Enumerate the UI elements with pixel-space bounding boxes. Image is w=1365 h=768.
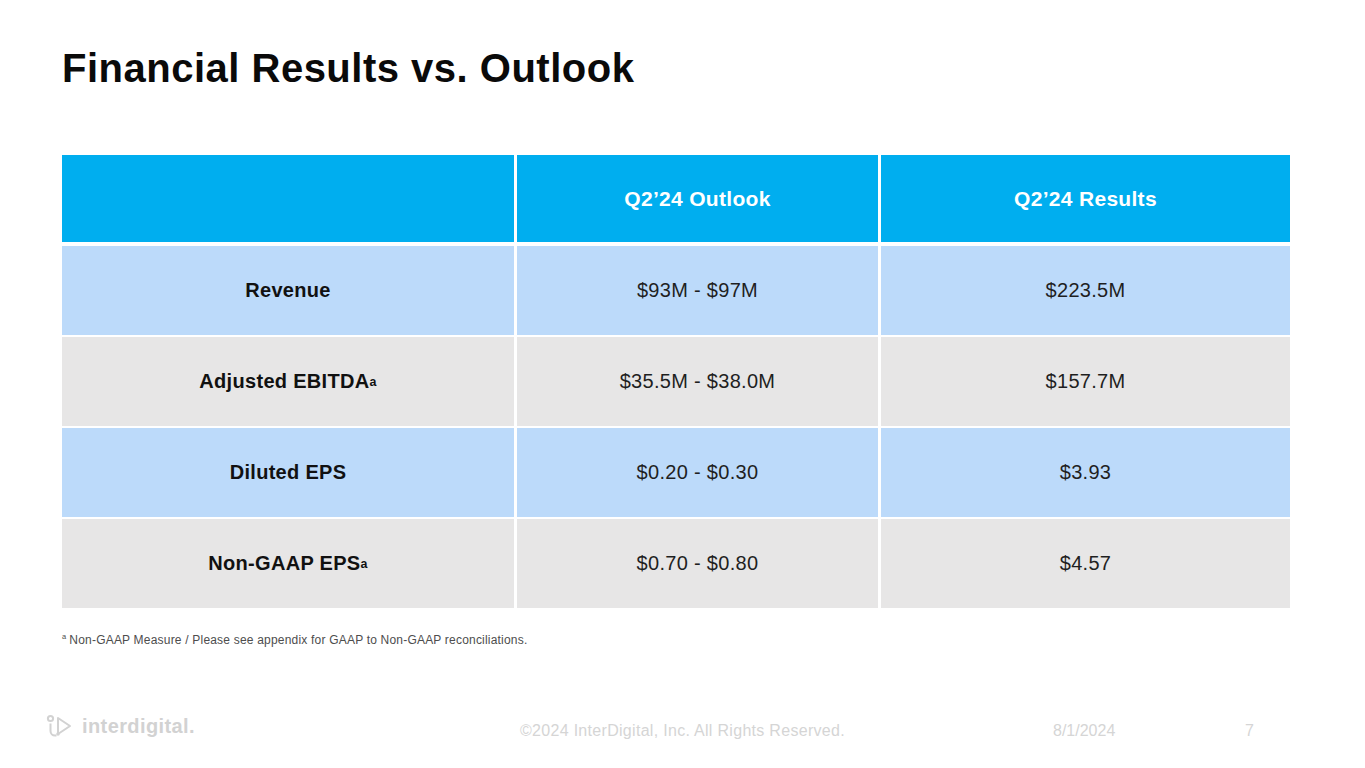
row-label-text: Diluted EPS [230,461,347,484]
table-header-outlook: Q2’24 Outlook [517,155,878,242]
page-title: Financial Results vs. Outlook [62,46,634,91]
table-cell-adjusted-ebitda-outlook: $35.5M - $38.0M [517,337,878,426]
table-cell-diluted-eps-outlook: $0.20 - $0.30 [517,428,878,517]
presentation-slide: Financial Results vs. Outlook Q2’24 Outl… [0,0,1365,768]
interdigital-logo-icon [45,713,75,740]
table-cell-non-gaap-eps-outlook: $0.70 - $0.80 [517,519,878,608]
table-cell-revenue-outlook: $93M - $97M [517,246,878,335]
interdigital-logo: interdigital. [45,713,195,740]
table-row-label-diluted-eps: Diluted EPS [62,428,514,517]
table-cell-non-gaap-eps-results: $4.57 [881,519,1290,608]
table-cell-diluted-eps-results: $3.93 [881,428,1290,517]
footer-date: 8/1/2024 [1053,722,1115,740]
table-cell-revenue-results: $223.5M [881,246,1290,335]
footnote-text: Non-GAAP Measure / Please see appendix f… [69,633,527,647]
table-row-label-revenue: Revenue [62,246,514,335]
footer-copyright: ©2024 InterDigital, Inc. All Rights Rese… [520,722,845,740]
row-label-text: Revenue [245,279,330,302]
footnote: aNon-GAAP Measure / Please see appendix … [62,633,527,647]
row-label-text: Non-GAAP EPS [208,552,360,575]
table-header-row: Q2’24 Outlook Q2’24 Results [62,155,1290,242]
row-label-text: Adjusted EBITDA [199,370,369,393]
footnote-marker: a [62,632,66,641]
page-number: 7 [1245,722,1254,740]
table-body: Revenue $93M - $97M $223.5M Adjusted EBI… [62,246,1290,608]
financial-results-table: Q2’24 Outlook Q2’24 Results Revenue $93M… [62,155,1290,608]
table-row-label-non-gaap-eps: Non-GAAP EPSa [62,519,514,608]
table-header-results: Q2’24 Results [881,155,1290,242]
table-cell-adjusted-ebitda-results: $157.7M [881,337,1290,426]
table-header-empty [62,155,514,242]
table-row-label-adjusted-ebitda: Adjusted EBITDAa [62,337,514,426]
interdigital-logo-text: interdigital. [82,715,195,738]
